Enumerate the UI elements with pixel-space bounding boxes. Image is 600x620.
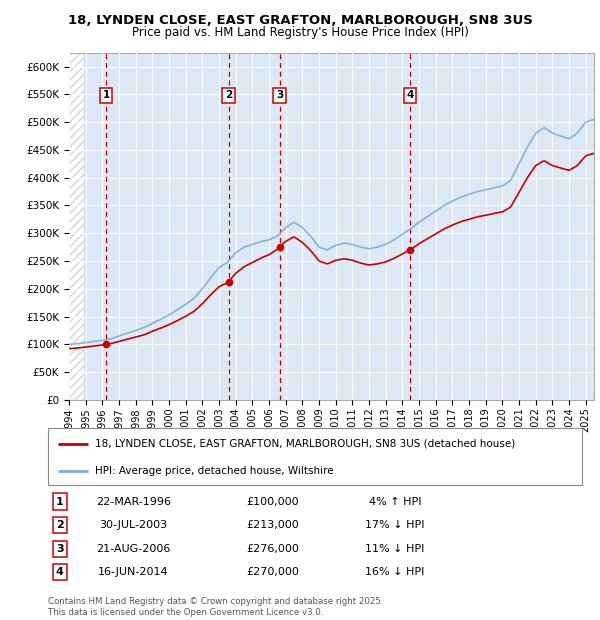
Text: 1: 1: [103, 91, 110, 100]
Text: 2: 2: [225, 91, 232, 100]
Text: 2: 2: [56, 520, 64, 530]
Text: 18, LYNDEN CLOSE, EAST GRAFTON, MARLBOROUGH, SN8 3US: 18, LYNDEN CLOSE, EAST GRAFTON, MARLBORO…: [68, 14, 532, 27]
Text: £270,000: £270,000: [246, 567, 299, 577]
Text: £100,000: £100,000: [246, 497, 299, 507]
Text: 11% ↓ HPI: 11% ↓ HPI: [365, 544, 425, 554]
Text: 16% ↓ HPI: 16% ↓ HPI: [365, 567, 425, 577]
Text: 4: 4: [56, 567, 64, 577]
Text: 21-AUG-2006: 21-AUG-2006: [96, 544, 170, 554]
Text: 22-MAR-1996: 22-MAR-1996: [96, 497, 171, 507]
Text: 3: 3: [56, 544, 64, 554]
Text: 1: 1: [56, 497, 64, 507]
Text: 3: 3: [276, 91, 283, 100]
Text: 18, LYNDEN CLOSE, EAST GRAFTON, MARLBOROUGH, SN8 3US (detached house): 18, LYNDEN CLOSE, EAST GRAFTON, MARLBORO…: [95, 439, 515, 449]
Polygon shape: [69, 53, 84, 400]
Text: 16-JUN-2014: 16-JUN-2014: [98, 567, 169, 577]
Text: Price paid vs. HM Land Registry's House Price Index (HPI): Price paid vs. HM Land Registry's House …: [131, 26, 469, 39]
Text: £276,000: £276,000: [246, 544, 299, 554]
Text: Contains HM Land Registry data © Crown copyright and database right 2025.
This d: Contains HM Land Registry data © Crown c…: [48, 598, 383, 617]
Text: £213,000: £213,000: [246, 520, 299, 530]
Text: 4: 4: [406, 91, 413, 100]
Text: HPI: Average price, detached house, Wiltshire: HPI: Average price, detached house, Wilt…: [95, 466, 334, 476]
Text: 30-JUL-2003: 30-JUL-2003: [100, 520, 167, 530]
Text: 17% ↓ HPI: 17% ↓ HPI: [365, 520, 425, 530]
Text: 4% ↑ HPI: 4% ↑ HPI: [369, 497, 421, 507]
FancyBboxPatch shape: [48, 428, 582, 485]
